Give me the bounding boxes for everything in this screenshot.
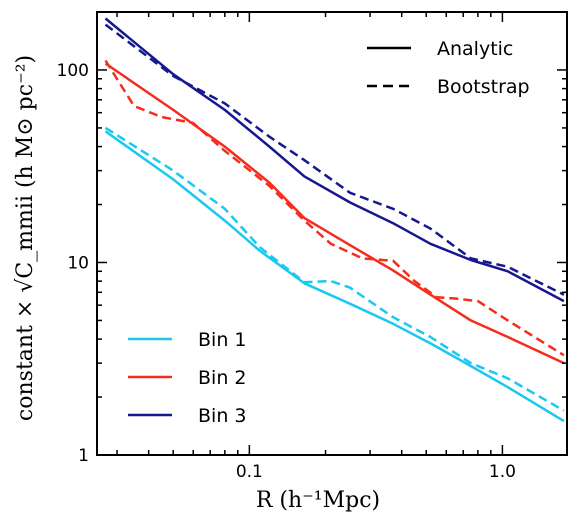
series-layer — [104, 17, 565, 423]
tick-layer: 1 10 100 0.1 1.0 — [57, 11, 567, 482]
y-tick-label: 1 — [78, 446, 89, 466]
y-axis-label: constant × √C_mmii (h M⊙ pc⁻²) — [13, 55, 38, 421]
x-tick-label: 0.1 — [236, 462, 263, 482]
legend-bin3-label: Bin 3 — [198, 405, 246, 427]
plot-area — [96, 11, 568, 456]
series-legend: Bin 1 Bin 2 Bin 3 — [128, 329, 246, 427]
y-tick-label: 10 — [67, 253, 89, 273]
style-legend: Analytic Bootstrap — [367, 38, 530, 98]
x-axis-label: R (h⁻¹Mpc) — [256, 488, 380, 513]
plot-frame — [96, 11, 568, 456]
legend-analytic-label: Analytic — [437, 38, 513, 60]
series-line-bin3-analytic — [104, 17, 565, 303]
series-line-bin2-bootstrap — [104, 59, 565, 357]
y-tick-label: 100 — [57, 61, 89, 81]
series-line-bin1-analytic — [104, 130, 565, 423]
legend-bootstrap-label: Bootstrap — [437, 76, 530, 98]
legend-bin2-label: Bin 2 — [198, 367, 246, 389]
series-line-bin1-bootstrap — [104, 126, 565, 412]
series-line-bin2-analytic — [104, 62, 565, 365]
series-line-bin3-bootstrap — [104, 23, 565, 296]
legend-bin1-label: Bin 1 — [198, 329, 246, 351]
x-tick-label: 1.0 — [489, 462, 516, 482]
